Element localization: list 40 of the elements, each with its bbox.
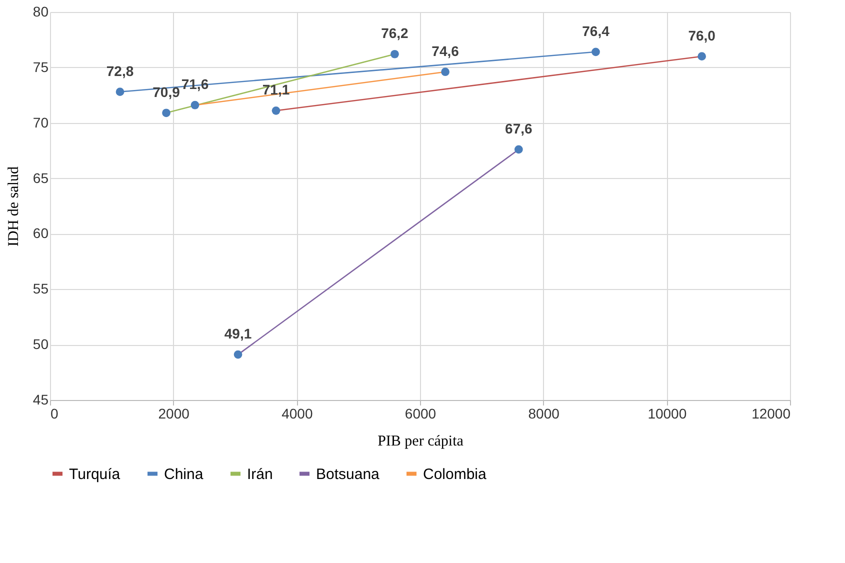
data-label: 49,1 [224,326,252,342]
point [190,100,200,110]
data-label: 74,6 [432,42,460,59]
y-tick-label: 70 [32,114,49,130]
legend-label: Colombia [423,466,488,483]
legend-label: Botsuana [316,466,380,483]
x-tick-label: 0 [50,406,58,422]
y-tick-label: 55 [32,280,49,297]
legend-label: China [164,466,204,483]
data-label: 67,6 [505,120,533,136]
data-label: 72,8 [106,62,134,79]
x-axis-title: PIB per cápita [378,434,464,450]
data-label: 76,4 [582,22,610,39]
data-label: 70,9 [152,84,180,100]
point [592,48,600,56]
point [441,68,450,76]
x-tick-label: 4000 [282,406,313,422]
x-tick-label: 12000 [752,406,791,422]
y-tick-label: 60 [32,225,49,242]
point [698,52,706,61]
point [390,50,399,58]
point [234,350,242,359]
point [116,88,124,96]
data-label: 76,2 [381,25,409,42]
x-tick-label: 2000 [158,406,190,422]
x-tick-label: 8000 [528,406,560,422]
legend-label: Irán [247,466,273,483]
point [162,108,170,118]
y-tick-label: 50 [32,336,49,352]
legend-label: Turquía [69,466,121,483]
y-tick-label: 75 [32,58,49,75]
y-tick-label: 65 [32,170,49,186]
point [514,145,523,154]
x-tick-label: 10000 [648,406,687,422]
y-axis-title: IDH de salud [6,166,22,246]
y-tick-label: 45 [32,392,49,408]
data-label: 76,0 [688,27,716,44]
x-tick-label: 6000 [404,406,436,422]
y-tick-label: 80 [32,4,49,20]
point [272,106,280,115]
